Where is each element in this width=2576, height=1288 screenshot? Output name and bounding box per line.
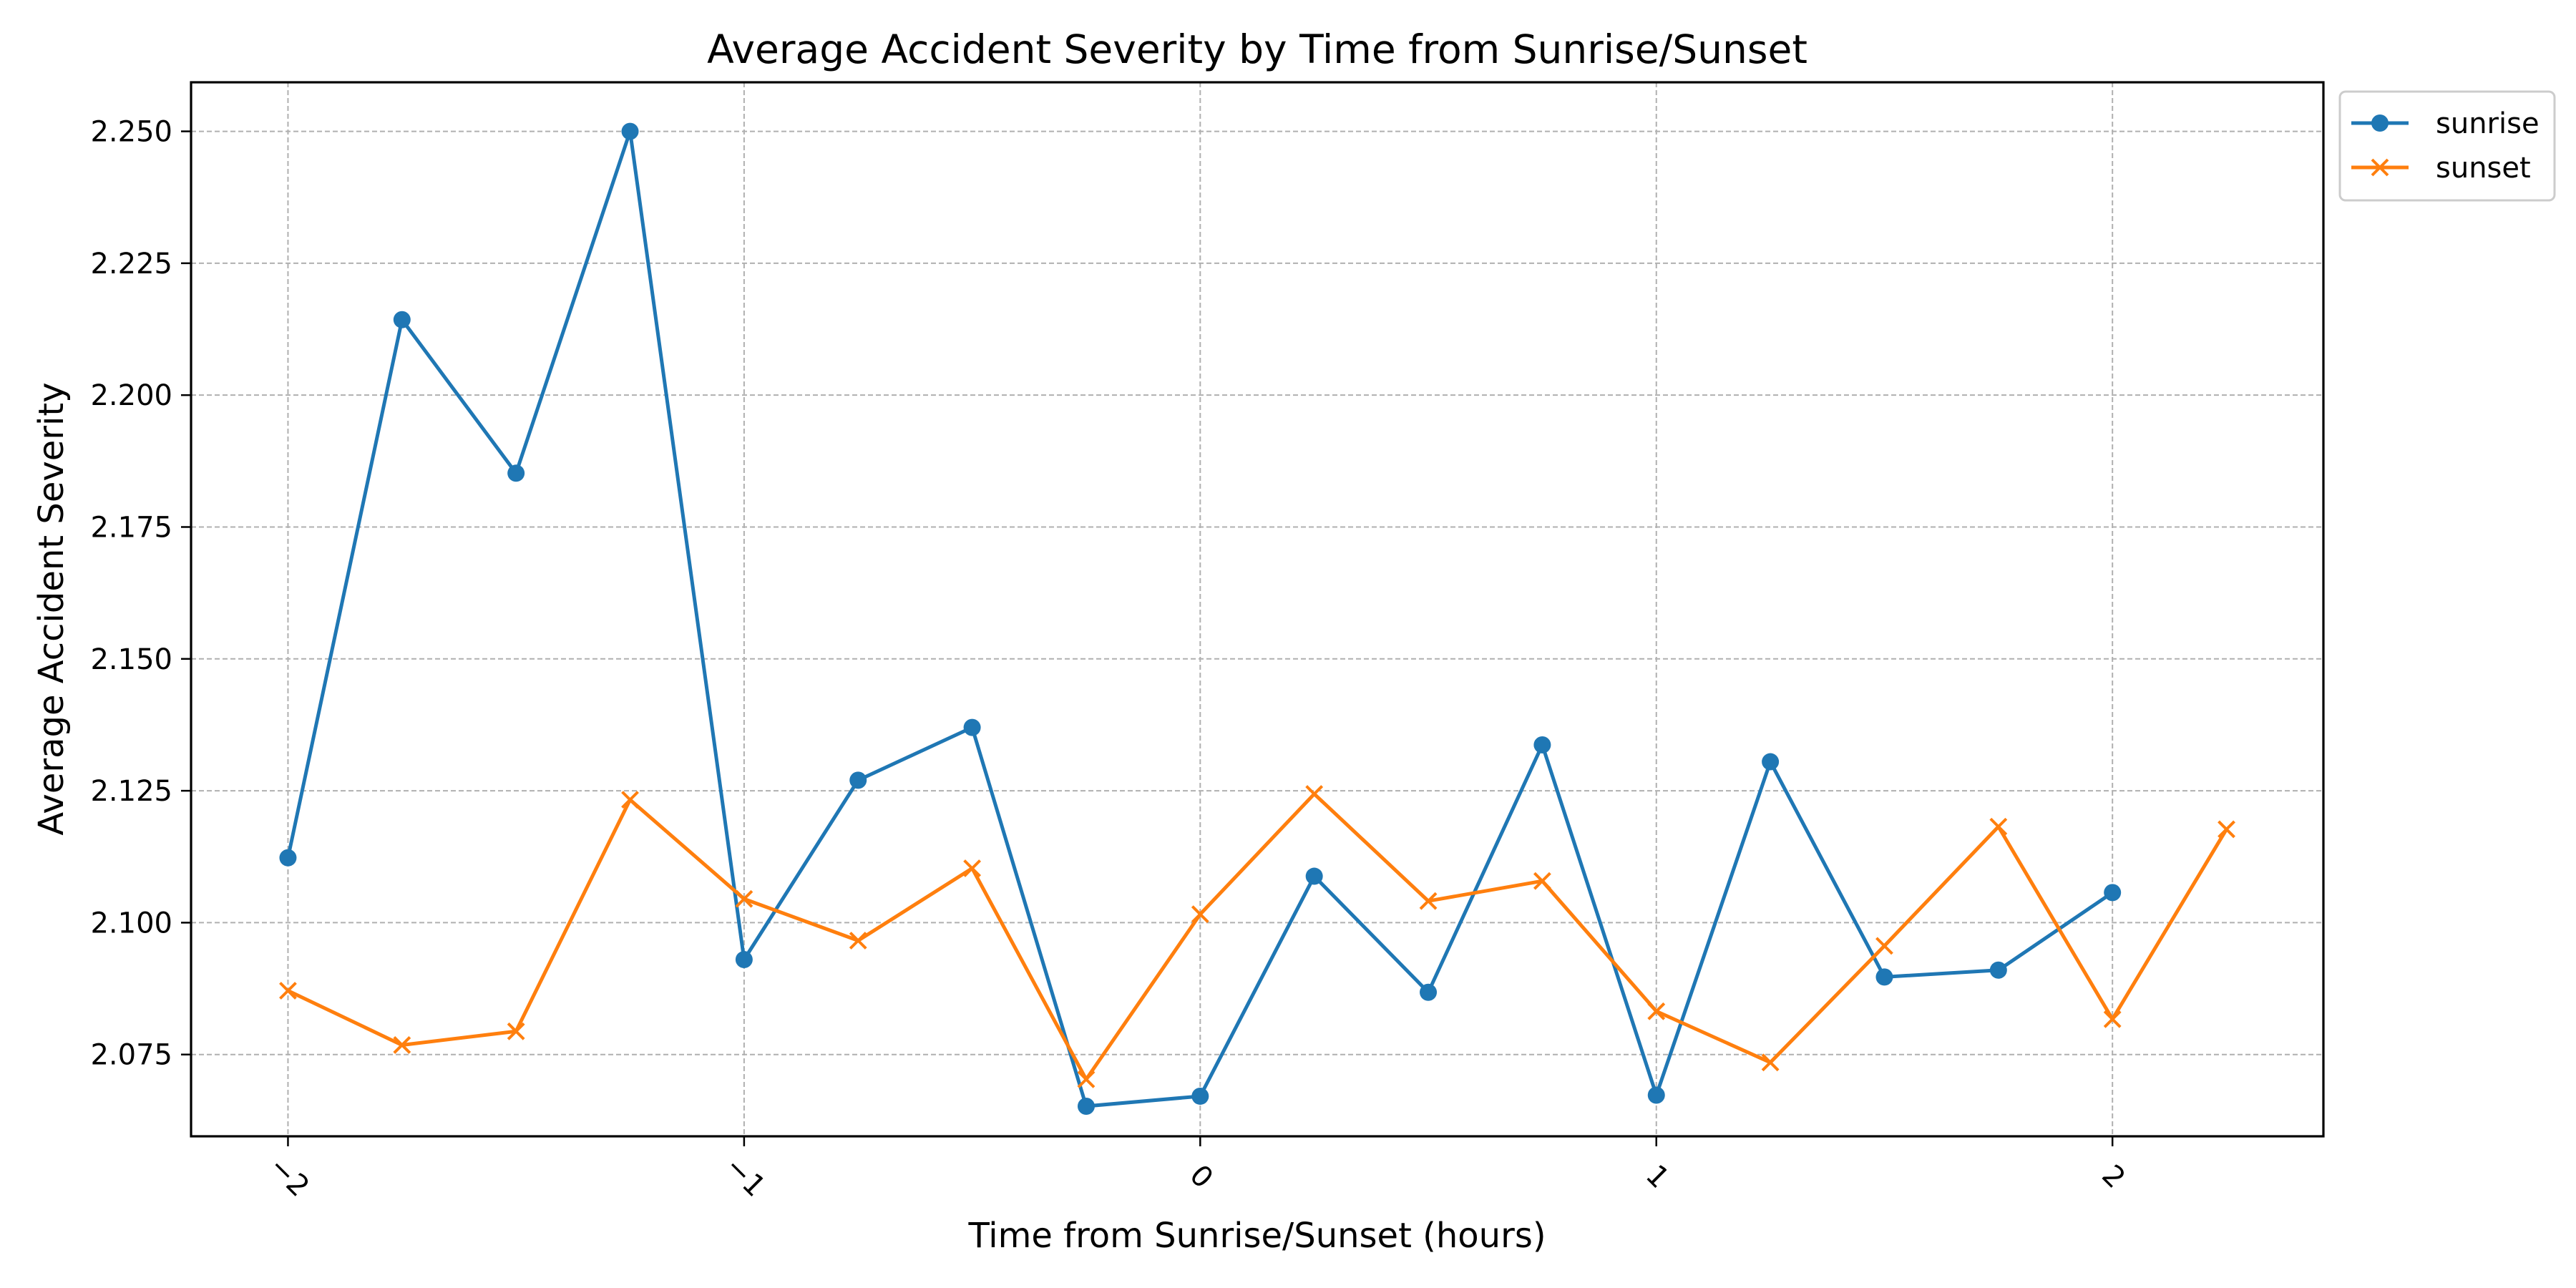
chart-title: Average Accident Severity by Time from S… xyxy=(707,26,1807,72)
sunset-point xyxy=(1077,1070,1096,1088)
sunrise-point xyxy=(849,771,867,789)
legend-marker-sunrise xyxy=(2371,114,2389,132)
sunset-point xyxy=(1305,785,1324,803)
sunset-point xyxy=(621,791,639,809)
legend-label-sunrise: sunrise xyxy=(2436,107,2540,140)
sunset-point xyxy=(1647,1002,1666,1020)
sunset-point xyxy=(2218,820,2235,839)
y-tick-label: 2.200 xyxy=(90,379,172,412)
sunrise-point xyxy=(1077,1097,1095,1115)
sunrise-point xyxy=(1647,1086,1665,1104)
sunset-point xyxy=(735,889,753,908)
y-tick-label: 2.075 xyxy=(90,1039,172,1072)
sunrise-point xyxy=(1533,736,1551,753)
sunrise-point xyxy=(1305,867,1323,885)
legend-frame xyxy=(2338,90,2556,202)
sunset-point xyxy=(1989,817,2008,836)
y-tick-label: 2.225 xyxy=(90,248,172,280)
sunset-point xyxy=(1875,937,1893,955)
y-tick-label: 2.175 xyxy=(90,511,172,544)
y-tick-label: 2.150 xyxy=(90,643,172,676)
sunrise-point xyxy=(279,849,297,867)
y-tick-label: 2.100 xyxy=(90,907,172,940)
sunrise-point xyxy=(1989,961,2007,979)
y-tick-label: 2.125 xyxy=(90,775,172,808)
legend-entries: sunrise sunset xyxy=(2351,107,2540,185)
legend: sunrise sunset xyxy=(2338,90,2556,202)
sunrise-point xyxy=(735,951,753,969)
legend-label-sunset: sunset xyxy=(2436,152,2531,185)
sunset-point xyxy=(2103,1010,2122,1028)
series-sunset xyxy=(279,785,2235,1088)
y-axis-label: Average Accident Severity xyxy=(31,382,72,835)
sunset-point xyxy=(963,859,982,877)
sunrise-point xyxy=(621,122,639,140)
x-axis-label: Time from Sunrise/Sunset (hours) xyxy=(967,1216,1546,1256)
sunrise-point xyxy=(1191,1087,1209,1105)
sunrise-point xyxy=(963,718,981,736)
sunset-point xyxy=(849,932,867,950)
series-sunrise xyxy=(279,122,2122,1115)
legend-item-sunset: sunset xyxy=(2351,152,2531,185)
sunset-point xyxy=(393,1036,411,1054)
sunset-point xyxy=(1419,892,1438,910)
sunset-point xyxy=(1533,872,1551,890)
legend-marker-sunset xyxy=(2371,158,2389,177)
series-layer xyxy=(279,122,2235,1115)
sunrise-point xyxy=(2104,884,2122,902)
sunset-point xyxy=(279,982,297,1000)
y-tick-label: 2.250 xyxy=(90,116,172,149)
sunset-line xyxy=(287,792,2228,1081)
sunset-point xyxy=(507,1022,525,1040)
plot-frame xyxy=(190,81,2325,1138)
sunset-point xyxy=(1191,905,1209,924)
legend-item-sunrise: sunrise xyxy=(2351,107,2540,140)
sunrise-point xyxy=(1875,968,1893,986)
sunrise-point xyxy=(393,311,411,328)
sunset-point xyxy=(1761,1053,1780,1072)
sunrise-point xyxy=(1420,983,1438,1001)
sunrise-point xyxy=(507,464,525,482)
sunrise-point xyxy=(1762,753,1780,771)
